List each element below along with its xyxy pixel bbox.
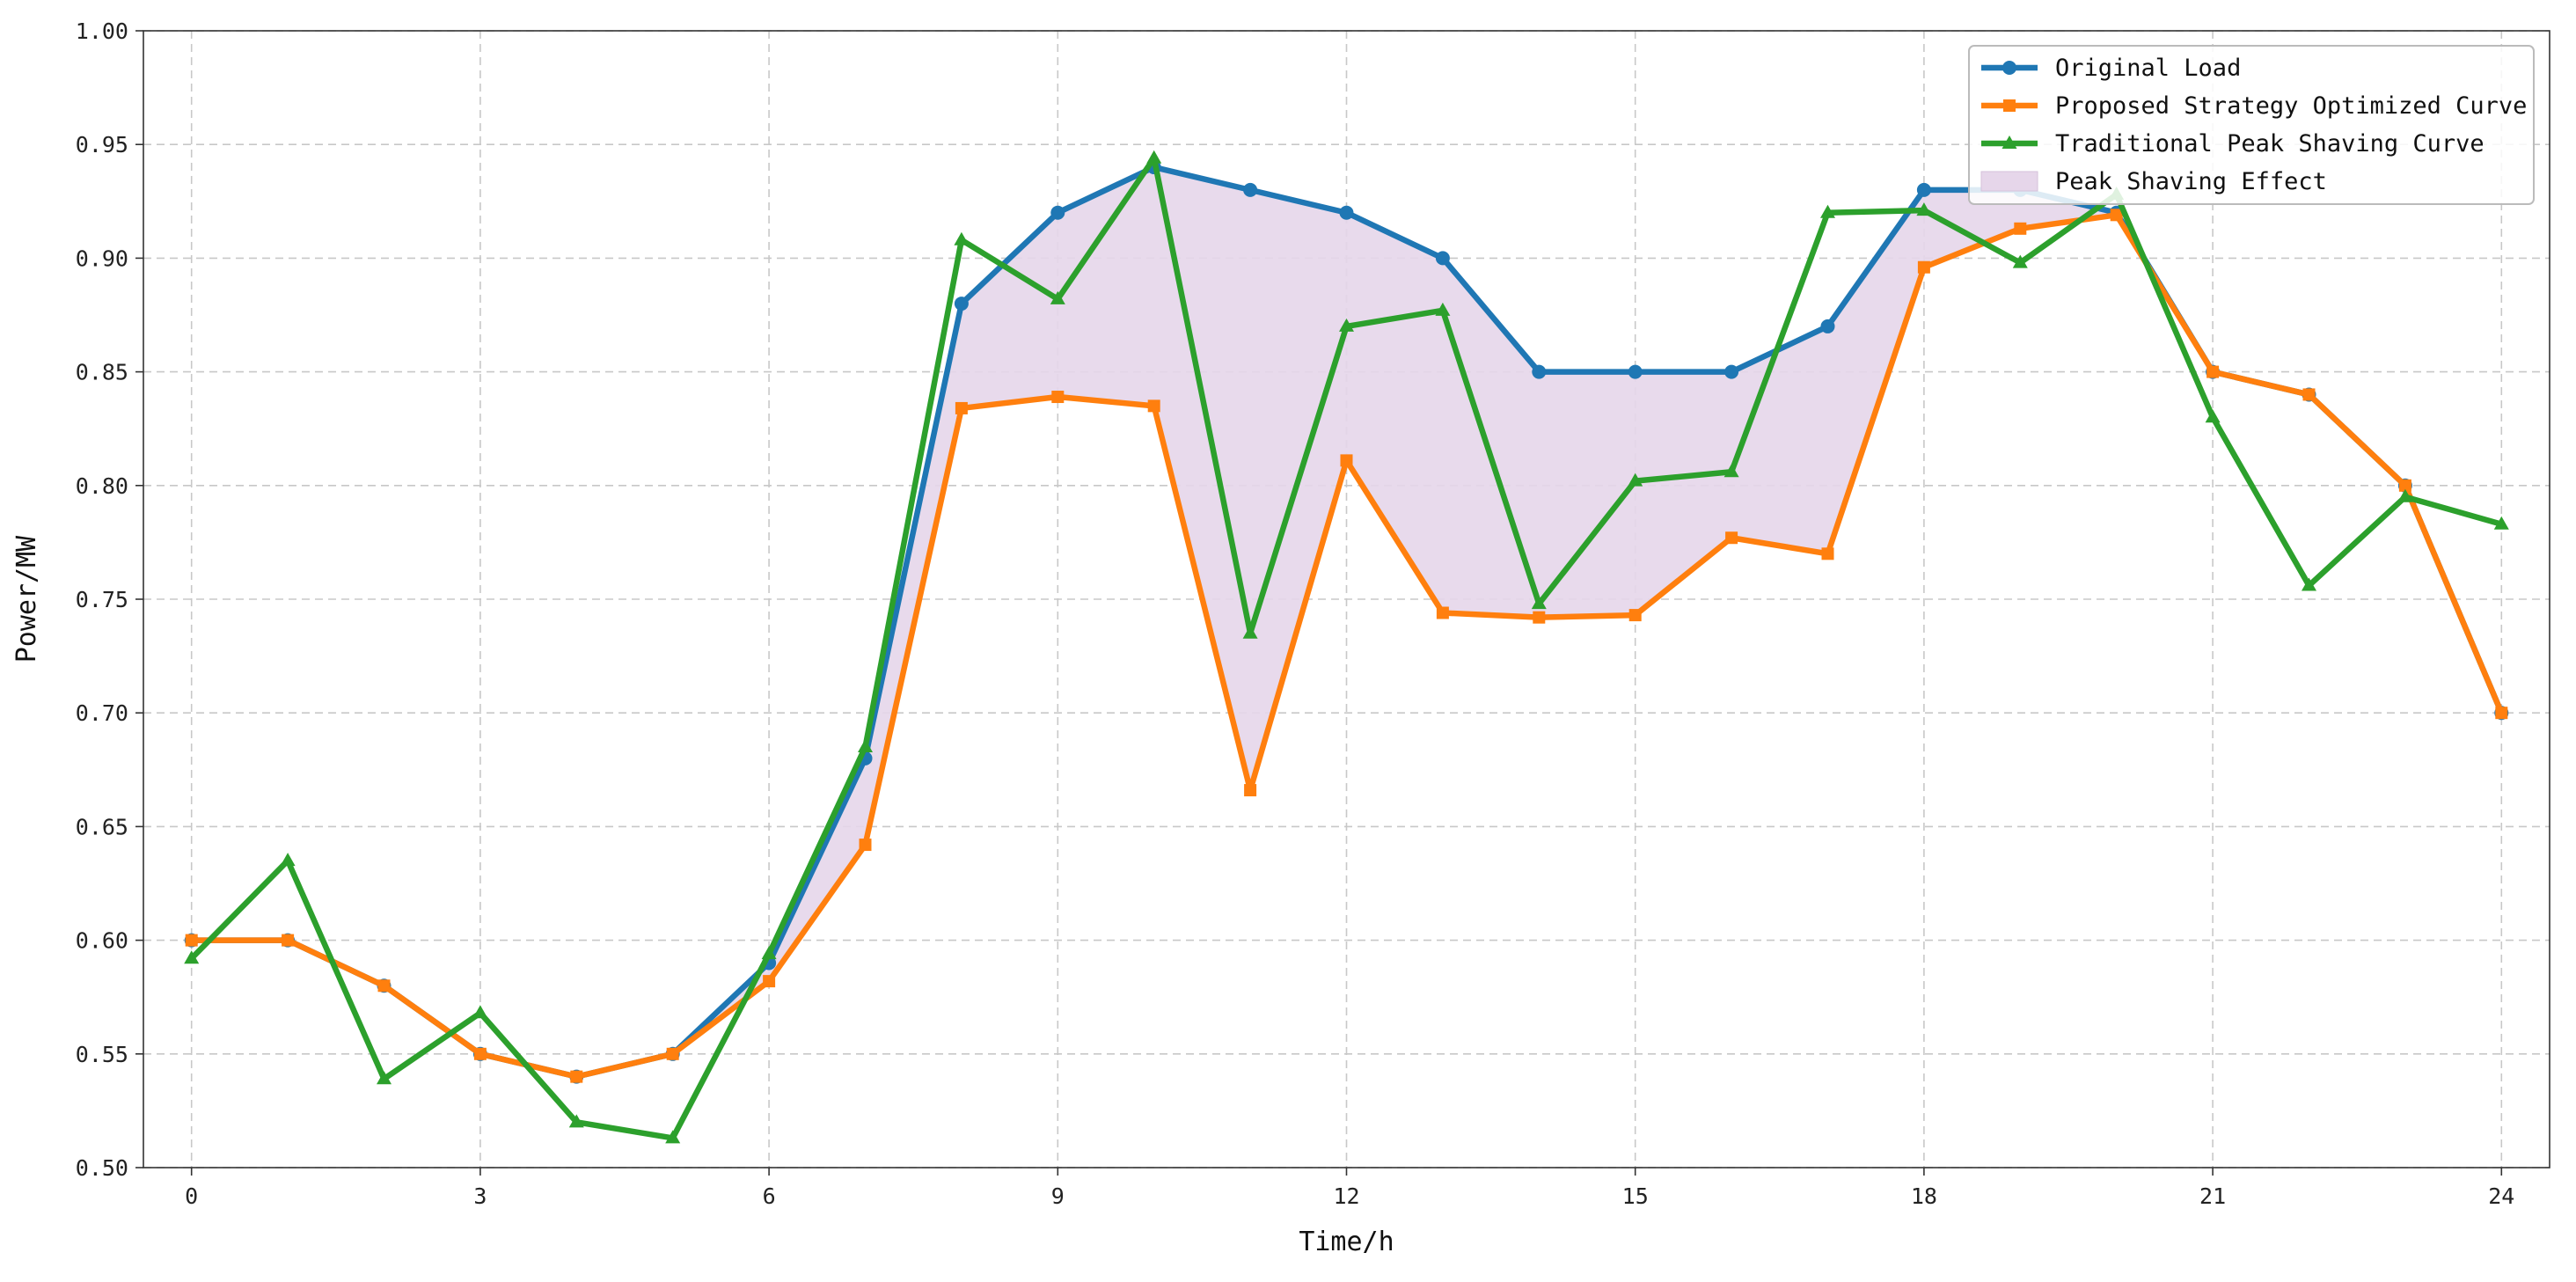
traditional-peak-shaving-curve-point [1339,318,1354,332]
proposed-strategy-optimized-curve-point [1725,531,1738,545]
original-load-point [1628,364,1643,379]
traditional-peak-shaving-curve-point [2012,254,2028,268]
traditional-peak-shaving-curve-point [568,1114,584,1128]
proposed-strategy-optimized-curve-point [1533,611,1546,624]
proposed-strategy-optimized-curve-point [2014,222,2027,235]
legend: Original Load Proposed Strategy Optimized… [1968,45,2535,205]
proposed-strategy-optimized-curve-point [2302,388,2316,401]
traditional-peak-shaving-curve-point [1242,625,1258,639]
x-tick-label: 0 [185,1183,198,1209]
traditional-peak-shaving-curve-point [1146,150,1162,164]
original-load-point [1339,205,1354,220]
y-axis-label: Power/MW [11,535,42,663]
peak-shaving-area [191,167,2502,1077]
y-tick-label: 0.80 [76,473,128,499]
traditional-peak-shaving-curve-point [280,853,296,867]
original-load-point [1243,182,1258,197]
y-tick-label: 0.65 [76,814,128,839]
x-tick-label: 9 [1051,1183,1065,1209]
proposed-strategy-optimized-curve-point [1244,784,1257,797]
traditional-peak-shaving-curve-point [1050,290,1065,304]
original-load-point [1532,364,1547,379]
proposed-strategy-optimized-curve-series [185,209,2508,1083]
x-tick-label: 15 [1622,1183,1649,1209]
proposed-strategy-optimized-curve-point [859,839,872,852]
proposed-strategy-optimized-curve-point [1628,609,1642,622]
proposed-strategy-optimized-curve-point [1821,547,1834,560]
original-load-point [954,297,969,311]
y-tick-label: 0.90 [76,245,128,271]
legend-label-traditional-peak-shaving-curve: Traditional Peak Shaving Curve [2055,130,2485,158]
x-axis-label: Time/h [1299,1227,1394,1257]
proposed-strategy-optimized-curve-point [185,934,198,947]
x-tick-label: 3 [473,1183,487,1209]
x-tick-label: 21 [2199,1183,2226,1209]
proposed-strategy-optimized-curve-point [1051,391,1065,404]
traditional-peak-shaving-curve-point [1916,202,1932,216]
proposed-strategy-optimized-curve-point [2110,209,2123,222]
legend-marker-proposed-strategy-optimized-curve [2003,99,2016,112]
traditional-peak-shaving-curve-point [1531,596,1547,610]
proposed-strategy-optimized-curve-point [1147,399,1160,413]
original-load-point [1916,182,1931,197]
proposed-strategy-optimized-curve-point [666,1047,679,1060]
proposed-strategy-optimized-curve-point [955,401,968,414]
traditional-peak-shaving-curve-point [184,950,200,964]
peak-shaving-fill-layer [191,167,2502,1077]
traditional-peak-shaving-curve-point [1435,302,1451,316]
legend-marker-traditional-peak-shaving-curve [2002,136,2017,149]
traditional-peak-shaving-curve-point [761,946,777,960]
proposed-strategy-optimized-curve-point [2398,479,2411,492]
proposed-strategy-optimized-curve-point [2206,365,2220,378]
y-tick-label: 0.70 [76,700,128,726]
proposed-strategy-optimized-curve-point [1436,606,1449,619]
x-tick-label: 12 [1333,1183,1359,1209]
x-tick-label: 24 [2488,1183,2514,1209]
proposed-strategy-optimized-curve-point [2495,707,2508,720]
original-load-point [1050,205,1065,220]
traditional-peak-shaving-curve-point [858,738,873,752]
x-tick-label: 18 [1911,1183,1937,1209]
y-tick-label: 1.00 [76,18,128,44]
traditional-peak-shaving-curve-point [2397,488,2413,502]
legend-label-peak-shaving-effect: Peak Shaving Effect [2055,168,2327,195]
y-tick-label: 0.50 [76,1155,128,1181]
original-load-point [1435,251,1450,266]
original-load-point [1820,319,1835,333]
y-tick-label: 0.60 [76,928,128,954]
legend-label-proposed-strategy-optimized-curve: Proposed Strategy Optimized Curve [2055,92,2527,120]
traditional-peak-shaving-curve-point [2205,409,2221,423]
proposed-strategy-optimized-curve-point [570,1070,583,1083]
traditional-peak-shaving-curve-point [2493,516,2509,530]
x-tick-label: 6 [763,1183,776,1209]
y-tick-label: 0.95 [76,132,128,158]
traditional-peak-shaving-curve-point [954,231,970,245]
y-tick-label: 0.75 [76,587,128,612]
proposed-strategy-optimized-curve-point [1917,260,1930,274]
traditional-peak-shaving-curve-point [1628,473,1643,487]
traditional-peak-shaving-curve-point [1723,464,1739,478]
proposed-strategy-optimized-curve-point [473,1047,487,1060]
proposed-strategy-optimized-curve-point [282,934,295,947]
traditional-peak-shaving-curve-point [1820,204,1835,218]
legend-marker-original-load [2002,61,2016,75]
traditional-peak-shaving-curve-point [377,1071,392,1085]
legend-label-original-load: Original Load [2055,55,2241,82]
axis-ticks: 0 3 6 9 12 15 18 21 24 0.50 0.55 0.60 0.65 0.70 0.75 0.… [76,18,2515,1209]
y-tick-label: 0.85 [76,360,128,385]
proposed-strategy-optimized-curve-point [377,979,391,993]
traditional-peak-shaving-curve-point [472,1005,488,1019]
y-tick-label: 0.55 [76,1042,128,1067]
proposed-strategy-optimized-curve-point [763,975,776,988]
traditional-peak-shaving-curve-point [665,1130,681,1144]
original-load-point [1724,364,1739,379]
traditional-peak-shaving-curve-point [2302,577,2316,591]
legend-swatch-peak-shaving-effect [1980,171,2038,192]
proposed-strategy-optimized-curve-point [1340,454,1353,467]
legend-box [1968,45,2535,205]
